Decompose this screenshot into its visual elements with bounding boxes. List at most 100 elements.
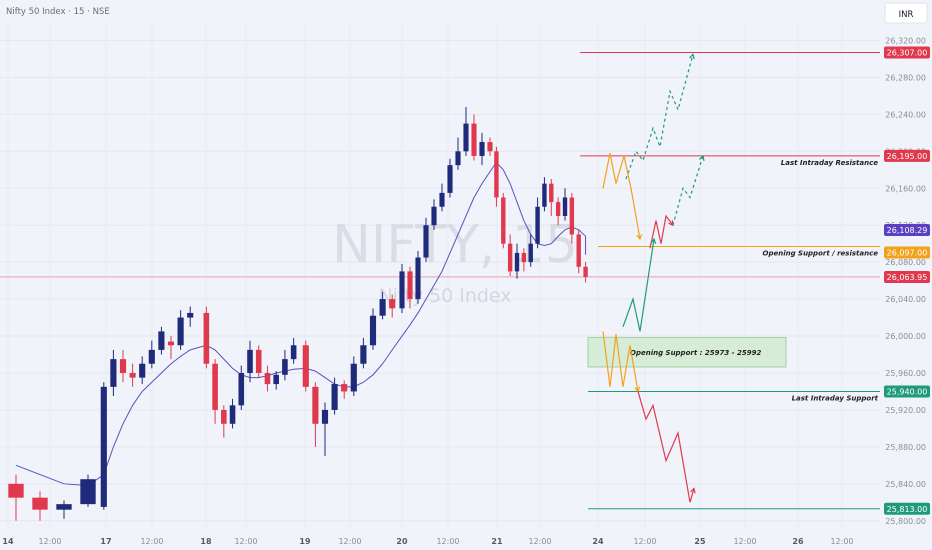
price-badge-label: 25,940.00 [887, 387, 928, 396]
candle [479, 132, 485, 166]
candle [290, 337, 297, 364]
chart-title: Nifty 50 Index · 15 · NSE [6, 7, 110, 17]
candle [389, 294, 396, 318]
x-tick-label: 12:00 [733, 537, 756, 546]
x-axis: 14 12:00 17 12:00 18 12:00 19 12:00 20 12:00 21 12:… [2, 537, 853, 546]
opening-support-zone: Opening Support : 25973 - 25992 [587, 336, 787, 368]
watermark: NIFTY, 15 Nifty 50 Index [332, 215, 578, 307]
moving-average [15, 161, 587, 487]
price-badge: 26,307.00 [884, 46, 930, 59]
y-tick-label: 26,040.00 [885, 295, 926, 304]
candle [535, 197, 540, 249]
y-tick-label: 25,840.00 [885, 480, 926, 489]
price-badges: 26,307.0026,195.0026,108.2926,097.0026,0… [884, 46, 930, 515]
candle [80, 474, 96, 507]
candle [439, 183, 445, 212]
y-tick-label: 25,920.00 [885, 406, 926, 415]
candle [555, 197, 561, 226]
candle [341, 380, 348, 399]
x-tick-label: 12:00 [38, 537, 61, 546]
price-badge-label: 26,097.00 [887, 248, 928, 257]
x-tick-label: 21 [491, 537, 503, 546]
currency-button[interactable]: INR [884, 2, 928, 24]
candle [110, 349, 117, 397]
currency-label: INR [899, 10, 914, 20]
price-badge: 25,813.00 [884, 502, 930, 515]
candle [494, 146, 499, 207]
candle [282, 349, 288, 381]
y-tick-label: 26,280.00 [885, 73, 926, 82]
x-tick-label: 26 [792, 537, 804, 546]
scenario-path [602, 331, 639, 392]
candle [549, 179, 554, 216]
level-label: Last Intraday Resistance [781, 159, 878, 167]
watermark-name: Nifty 50 Index [378, 285, 511, 307]
candle [32, 491, 48, 521]
price-badge: 26,063.95 [884, 270, 930, 283]
candle [463, 106, 469, 156]
price-badge-label: 26,195.00 [887, 152, 928, 161]
candle [542, 177, 547, 212]
price-badge-label: 26,307.00 [887, 48, 928, 57]
zone-label: Opening Support : 25973 - 25992 [630, 349, 761, 357]
candle [129, 363, 136, 387]
grid [0, 22, 880, 530]
price-badge: 26,195.00 [884, 149, 930, 162]
x-tick-label: 19 [299, 537, 311, 546]
y-tick-label: 25,960.00 [885, 369, 926, 378]
candle [302, 340, 309, 392]
x-tick-label: 25 [694, 537, 706, 546]
scenario-arrow [650, 237, 657, 244]
candle [455, 137, 461, 170]
price-badge-label: 26,063.95 [887, 273, 928, 282]
candle [562, 188, 568, 221]
candle [312, 382, 319, 447]
candle [247, 340, 253, 383]
candle [56, 500, 72, 519]
ma-line [15, 161, 587, 487]
candle [187, 306, 194, 327]
y-tick-label: 26,240.00 [885, 110, 926, 119]
candle [507, 234, 513, 276]
candle [167, 336, 175, 360]
candles [8, 106, 588, 521]
y-tick-label: 26,080.00 [885, 258, 926, 267]
candle [321, 402, 329, 457]
candle [471, 114, 477, 161]
candle [487, 137, 493, 156]
candle [331, 377, 338, 415]
candle [431, 199, 437, 230]
candle [423, 217, 429, 263]
scenario-path [622, 238, 655, 332]
y-tick-label: 26,320.00 [885, 36, 926, 45]
y-tick-label: 26,000.00 [885, 332, 926, 341]
x-tick-label: 20 [396, 537, 408, 546]
price-badge: 25,940.00 [884, 385, 930, 398]
x-tick-label: 12:00 [140, 537, 163, 546]
price-badge-label: 26,108.29 [887, 226, 928, 235]
candle [221, 405, 227, 438]
x-tick-label: 12:00 [830, 537, 853, 546]
zone-box [587, 336, 787, 368]
candle [212, 359, 218, 424]
candle [447, 158, 453, 198]
levels: Last Intraday Resistance Opening Support … [0, 51, 880, 510]
price-badge: 26,108.29 [884, 224, 930, 237]
x-tick-label: 18 [200, 537, 212, 546]
candle [8, 474, 24, 521]
candle [407, 266, 413, 309]
x-tick-label: 24 [592, 537, 604, 546]
y-tick-label: 25,880.00 [885, 443, 926, 452]
candle [399, 263, 405, 313]
candle [521, 248, 527, 272]
candle [148, 340, 155, 369]
scenario-path [672, 155, 704, 226]
x-tick-label: 12:00 [234, 537, 257, 546]
scenario-arrow [690, 487, 696, 494]
candle [119, 349, 127, 383]
candle [576, 229, 581, 274]
candle [583, 262, 588, 283]
x-tick-label: 12:00 [436, 537, 459, 546]
candle [369, 308, 377, 350]
